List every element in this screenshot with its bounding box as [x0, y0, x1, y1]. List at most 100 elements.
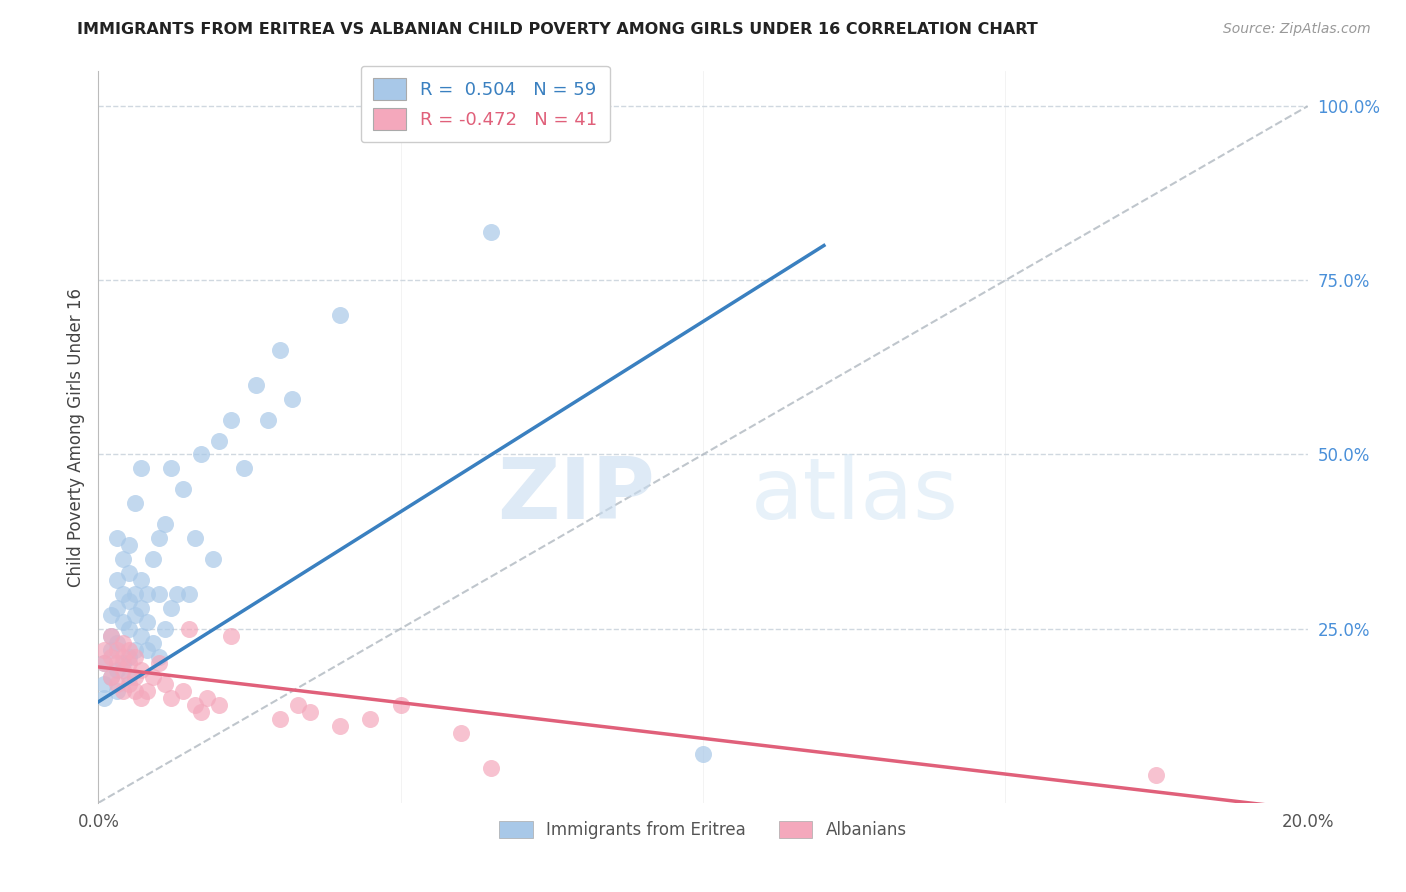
Point [111, 657, 134, 671]
Point [481, 761, 503, 775]
Text: Source: ZipAtlas.com: Source: ZipAtlas.com [1223, 22, 1371, 37]
Point [166, 587, 188, 601]
Point [129, 573, 152, 587]
Point [100, 670, 122, 684]
Point [111, 649, 134, 664]
Point [100, 649, 122, 664]
Point [190, 448, 212, 462]
Point [105, 600, 128, 615]
Point [93, 642, 115, 657]
Point [100, 607, 122, 622]
Point [208, 434, 231, 448]
Point [360, 712, 382, 726]
Point [105, 573, 128, 587]
Point [93, 677, 115, 691]
Point [160, 691, 183, 706]
Point [148, 649, 170, 664]
Point [105, 531, 128, 545]
Point [118, 657, 141, 671]
Point [129, 629, 152, 643]
Point [118, 538, 141, 552]
Point [153, 677, 176, 691]
Point [105, 677, 128, 691]
Point [111, 635, 134, 649]
Point [202, 552, 225, 566]
Point [269, 712, 291, 726]
Point [269, 343, 291, 357]
Point [100, 670, 122, 684]
Point [142, 635, 165, 649]
Point [142, 670, 165, 684]
Point [124, 684, 146, 698]
Point [481, 225, 503, 239]
Point [118, 566, 141, 580]
Point [184, 698, 207, 713]
Point [232, 461, 254, 475]
Point [100, 642, 122, 657]
Point [148, 657, 170, 671]
Point [111, 587, 134, 601]
Point [142, 552, 165, 566]
Point [93, 691, 115, 706]
Point [118, 649, 141, 664]
Point [135, 642, 157, 657]
Legend: Immigrants from Eritrea, Albanians: Immigrants from Eritrea, Albanians [492, 814, 914, 846]
Point [1144, 768, 1167, 782]
Point [195, 691, 218, 706]
Point [281, 392, 304, 406]
Point [179, 587, 201, 601]
Point [256, 412, 278, 426]
Point [129, 461, 152, 475]
Point [111, 664, 134, 678]
Point [184, 531, 207, 545]
Point [153, 622, 176, 636]
Point [111, 552, 134, 566]
Point [692, 747, 714, 761]
Text: ZIP: ZIP [496, 454, 655, 537]
Point [389, 698, 412, 713]
Point [208, 698, 231, 713]
Point [105, 664, 128, 678]
Point [287, 698, 309, 713]
Point [135, 587, 157, 601]
Point [135, 684, 157, 698]
Point [100, 629, 122, 643]
Point [245, 377, 267, 392]
Point [221, 629, 243, 643]
Point [118, 670, 141, 684]
Point [124, 607, 146, 622]
Text: atlas: atlas [751, 454, 959, 537]
Point [172, 684, 194, 698]
Point [129, 691, 152, 706]
Point [105, 684, 128, 698]
Point [179, 622, 201, 636]
Point [118, 594, 141, 608]
Point [450, 726, 472, 740]
Point [124, 670, 146, 684]
Point [153, 517, 176, 532]
Point [129, 600, 152, 615]
Point [129, 664, 152, 678]
Point [160, 461, 183, 475]
Point [93, 657, 115, 671]
Point [124, 642, 146, 657]
Y-axis label: Child Poverty Among Girls Under 16: Child Poverty Among Girls Under 16 [66, 287, 84, 587]
Point [160, 600, 183, 615]
Text: IMMIGRANTS FROM ERITREA VS ALBANIAN CHILD POVERTY AMONG GIRLS UNDER 16 CORRELATI: IMMIGRANTS FROM ERITREA VS ALBANIAN CHIL… [77, 22, 1038, 37]
Point [148, 587, 170, 601]
Point [221, 412, 243, 426]
Point [105, 635, 128, 649]
Point [111, 684, 134, 698]
Point [329, 308, 352, 322]
Point [135, 615, 157, 629]
Point [111, 615, 134, 629]
Point [118, 622, 141, 636]
Point [329, 719, 352, 733]
Point [100, 629, 122, 643]
Point [105, 657, 128, 671]
Point [190, 705, 212, 719]
Point [172, 483, 194, 497]
Point [148, 531, 170, 545]
Point [105, 642, 128, 657]
Point [124, 587, 146, 601]
